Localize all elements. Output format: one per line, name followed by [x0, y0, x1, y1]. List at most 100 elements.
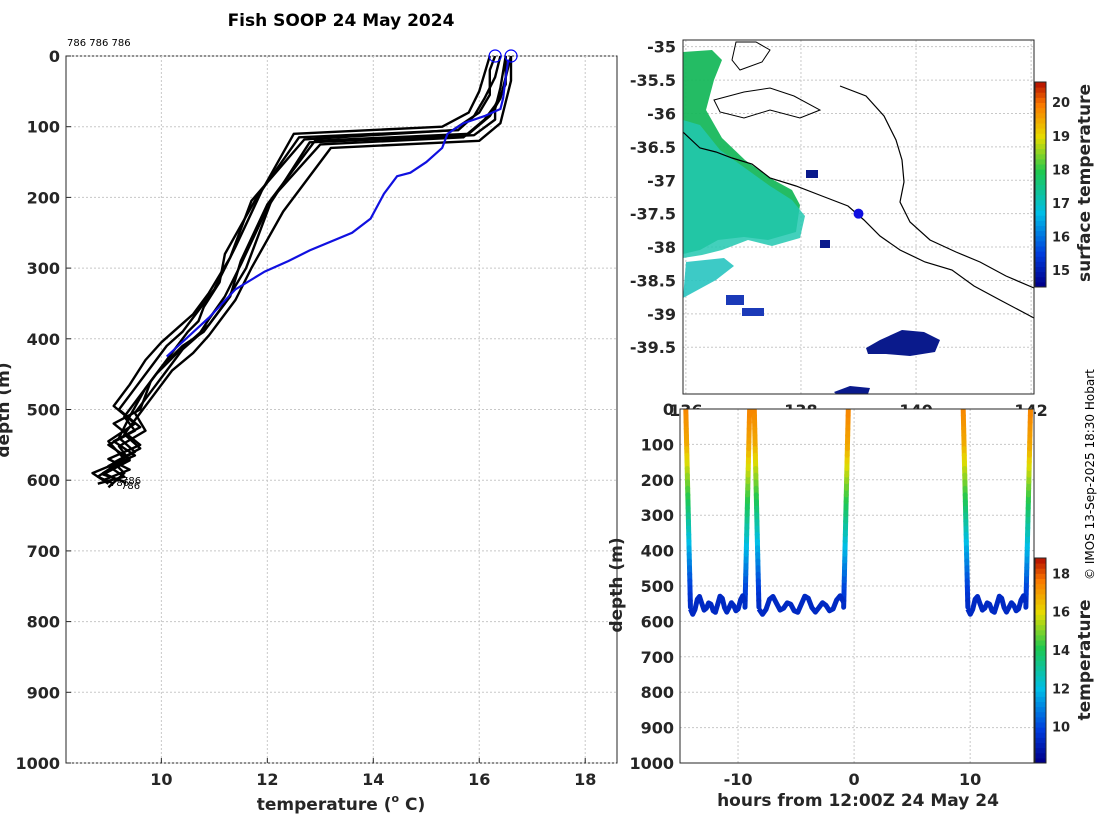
temperature-colorbar-segment — [1035, 711, 1046, 718]
sst-colorbar-segment — [1035, 138, 1046, 144]
sst-cold-dot-4 — [742, 308, 764, 316]
sst-fringe — [683, 258, 734, 298]
map-ytick-label: -38.5 — [630, 271, 676, 290]
sst-colorbar-segment — [1035, 143, 1046, 150]
section-axes-box — [679, 408, 1035, 764]
section-ytick-label: 300 — [641, 506, 674, 525]
profile-lines — [91, 56, 513, 489]
profile-line — [96, 56, 497, 485]
map-ytick-label: -36 — [647, 104, 676, 123]
map-ytick-label: -36.5 — [630, 138, 676, 157]
section-ytick-label: 1000 — [629, 754, 674, 773]
temperature-colorbar-segment — [1035, 665, 1046, 672]
profile-xlabel: temperature (o C) — [257, 792, 426, 815]
sst-colorbar-segment — [1035, 117, 1046, 124]
section-xlabel: hours from 12:00Z 24 May 24 — [717, 791, 999, 811]
surface-marker — [488, 49, 502, 63]
section-ytick-label: 800 — [641, 683, 674, 702]
sst-colorbar-segment — [1035, 153, 1046, 160]
temperature-colorbar-segment — [1035, 583, 1046, 590]
sst-mid-patch — [683, 120, 805, 258]
bottom-annotation-1: 786 — [122, 476, 141, 487]
profile-ytick-label: 700 — [27, 542, 60, 561]
sst-colorbar-segment — [1035, 210, 1046, 216]
sst-colorbar-segment — [1035, 215, 1046, 221]
temperature-colorbar-segment — [1035, 655, 1046, 661]
profile-ytick-label: 900 — [27, 683, 60, 702]
temperature-colorbar-segment — [1035, 593, 1046, 600]
figure-title: Fish SOOP 24 May 2024 — [228, 11, 455, 31]
sst-colorbar-tick-label: 17 — [1052, 197, 1070, 212]
temperature-colorbar-segment — [1035, 701, 1046, 708]
map-ytick-label: -39.5 — [630, 338, 676, 357]
profile-axes-box — [65, 55, 618, 764]
coastline-island — [731, 41, 771, 71]
credit-text: © IMOS 13-Sep-2025 18:30 Hobart — [1083, 369, 1097, 580]
temperature-colorbar-segment — [1035, 742, 1046, 749]
sst-colorbar-frame — [1034, 81, 1047, 288]
temperature-colorbar-segment — [1035, 732, 1046, 738]
profile-ticks: 10 12 14 16 18 0 100 200 300 400 500 600 700 800 900 10… — [15, 47, 596, 789]
profile-xtick-label: 16 — [468, 770, 490, 789]
temperature-colorbar-segment — [1035, 640, 1046, 646]
sst-cold-patch-2 — [834, 386, 870, 394]
section-ytick-label: 0 — [663, 400, 674, 419]
temperature-colorbar: 10 12 14 16 18 — [1034, 557, 1070, 764]
profile-xtick-label: 18 — [574, 770, 596, 789]
sst-colorbar-segment — [1035, 230, 1046, 237]
temperature-colorbar-segment — [1035, 578, 1046, 585]
section-ytick-label: 400 — [641, 542, 674, 561]
sst-colorbar-segment — [1035, 148, 1046, 155]
temperature-colorbar-segment — [1035, 634, 1046, 641]
sst-colorbar-segment — [1035, 82, 1046, 88]
map-ytick-label: -35 — [647, 38, 676, 57]
sst-colorbar-segment — [1035, 281, 1046, 288]
profile-ylabel: depth (m) — [0, 362, 14, 457]
sst-colorbar-segment — [1035, 184, 1046, 191]
sst-colorbar-segment — [1035, 133, 1046, 139]
section-xtick-label: 0 — [849, 770, 860, 789]
section-xtick-label: -10 — [724, 770, 753, 789]
temperature-colorbar-segment — [1035, 604, 1046, 610]
section-cast-bottom — [756, 593, 846, 617]
temperature-colorbar-segment — [1035, 645, 1046, 651]
coastline-gulf — [713, 87, 822, 119]
temperature-colorbar-segment — [1035, 563, 1046, 569]
section-grid — [680, 408, 1034, 764]
sst-field — [683, 41, 1034, 394]
sst-colorbar-tick-label: 19 — [1052, 130, 1070, 145]
bottom-annotation-3: 786 — [121, 481, 140, 492]
section-ylabel: depth (m) — [607, 537, 627, 632]
temperature-colorbar-segment — [1035, 629, 1046, 636]
temperature-colorbar-segment — [1035, 568, 1046, 574]
sst-colorbar-segment — [1035, 179, 1046, 185]
temperature-colorbar-segment — [1035, 737, 1046, 743]
temperature-colorbar-tick-label: 16 — [1052, 606, 1070, 621]
sst-colorbar-segment — [1035, 276, 1046, 283]
sst-colorbar-segment — [1035, 220, 1046, 226]
sst-colorbar-segment — [1035, 194, 1046, 201]
temperature-colorbar-segment — [1035, 752, 1046, 759]
sst-colorbar-segment — [1035, 266, 1046, 273]
sst-colorbar-label: surface temperature — [1075, 84, 1095, 282]
temperature-colorbar-segment — [1035, 747, 1046, 754]
map-ytick-label: -35.5 — [630, 71, 676, 90]
section-ytick-label: 500 — [641, 577, 674, 596]
sst-colorbar-segment — [1035, 107, 1046, 114]
section-cast-bottom — [965, 593, 1029, 617]
temperature-colorbar-segment — [1035, 619, 1046, 626]
temperature-colorbar-tick-label: 10 — [1052, 721, 1070, 736]
temperature-colorbar-segment — [1035, 706, 1046, 713]
profile-grid — [66, 55, 617, 764]
temperature-colorbar-segment — [1035, 670, 1046, 677]
sst-colorbar-segment — [1035, 97, 1046, 103]
sst-colorbar-segment — [1035, 271, 1046, 278]
sst-colorbar-segment — [1035, 164, 1046, 170]
sst-colorbar-tick-label: 18 — [1052, 163, 1070, 178]
sst-colorbar-segment — [1035, 246, 1046, 252]
temperature-colorbar-tick-label: 12 — [1052, 682, 1070, 697]
temperature-colorbar-segment — [1035, 609, 1046, 615]
sst-colorbar-segment — [1035, 102, 1046, 109]
section-colorbar-label: temperature — [1075, 599, 1095, 720]
